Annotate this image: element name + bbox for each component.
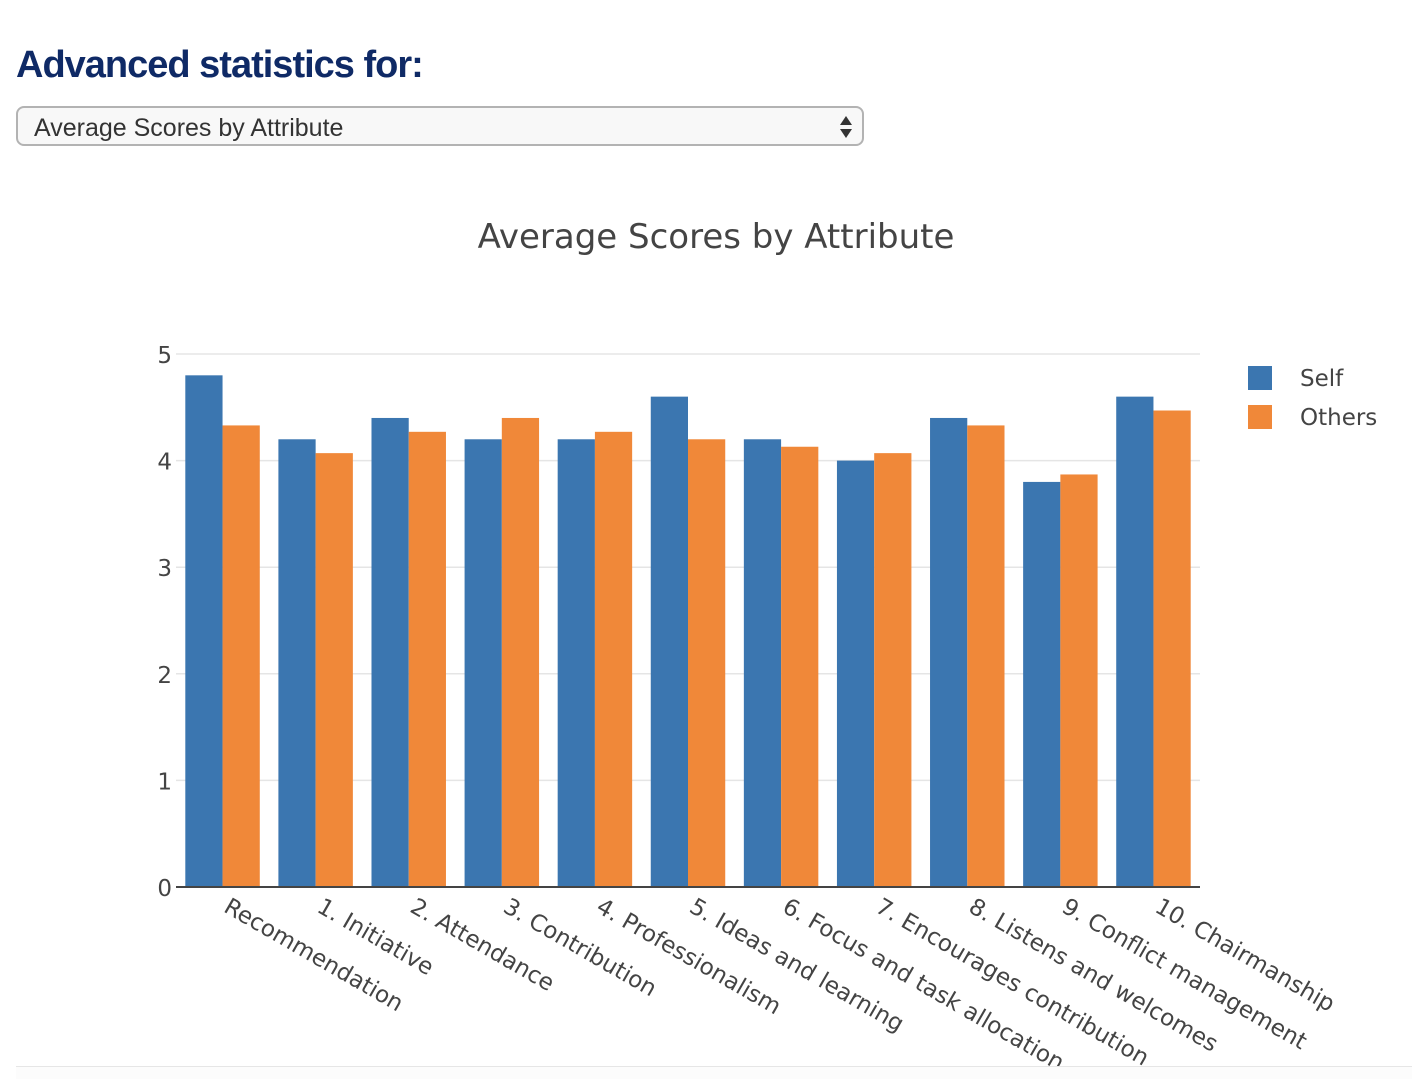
y-tick-label: 0 <box>157 876 172 902</box>
bar-others <box>874 453 912 887</box>
bar-others <box>688 439 726 887</box>
bar-self <box>1116 396 1154 887</box>
bottom-panel <box>16 1066 1412 1079</box>
bar-self <box>930 417 968 887</box>
x-tick-label: 3. Contribution <box>499 894 661 1003</box>
bar-others <box>501 417 540 887</box>
bar-others <box>222 425 260 887</box>
bar-self <box>557 439 595 887</box>
up-down-arrows-icon <box>840 116 852 138</box>
x-tick-label: Recommendation <box>220 894 408 1018</box>
bar-self <box>185 375 223 887</box>
page-title: Advanced statistics for: <box>16 44 424 86</box>
bar-self <box>1023 481 1061 887</box>
bar-self <box>464 439 502 887</box>
bar-self <box>650 396 688 887</box>
bar-others <box>1060 474 1098 887</box>
y-tick-label: 3 <box>157 556 172 582</box>
statistics-select-value: Average Scores by Attribute <box>34 114 344 142</box>
bar-others <box>781 446 819 887</box>
y-tick-label: 2 <box>157 663 172 689</box>
legend-swatch-self <box>1248 366 1272 390</box>
bar-others <box>408 431 446 887</box>
bar-self <box>371 417 409 887</box>
legend-label-self: Self <box>1300 366 1344 392</box>
statistics-select[interactable]: Average Scores by Attribute <box>16 106 864 146</box>
bar-others <box>594 431 633 887</box>
bar-others <box>967 425 1005 887</box>
bar-self <box>743 439 782 887</box>
y-tick-label: 4 <box>157 450 172 476</box>
bar-others <box>315 453 353 887</box>
legend-swatch-others <box>1248 405 1272 429</box>
y-tick-label: 1 <box>157 769 172 795</box>
y-tick-label: 5 <box>157 343 172 369</box>
legend-label-others: Others <box>1300 405 1377 431</box>
chart-title: Average Scores by Attribute <box>478 217 955 257</box>
bar-self <box>278 439 316 887</box>
bar-others <box>1153 410 1191 887</box>
bar-self <box>836 460 875 887</box>
